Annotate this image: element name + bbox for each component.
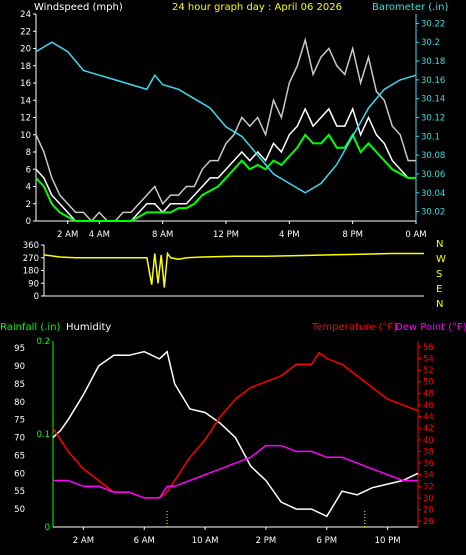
y-tick-label: 10 xyxy=(20,131,31,141)
humidity-tick-label: 50 xyxy=(14,505,25,515)
x-tick-label: 12 PM xyxy=(213,230,239,240)
direction-chart-series xyxy=(43,251,424,288)
x-tick-label: 4 PM xyxy=(279,230,300,240)
y-tick-label: 6 xyxy=(26,165,31,175)
humidity-tick-label: 95 xyxy=(14,344,25,354)
y-tick-label: 4 xyxy=(26,183,31,193)
baro-tick-label: 30.04 xyxy=(421,189,445,199)
baro-tick-label: 30.06 xyxy=(421,170,445,180)
temperature-label: Temperature (°F) xyxy=(311,322,397,333)
baro-tick-label: 30.16 xyxy=(421,76,445,86)
temp-tick-label: 42 xyxy=(423,424,434,434)
dir-tick-label: 360 xyxy=(23,241,39,251)
baro-tick-label: 30.08 xyxy=(421,151,445,161)
dewpoint-label: Dew Point (°F) xyxy=(395,322,466,333)
x-tick-label: 2 PM xyxy=(256,536,277,546)
temp-tick-label: 50 xyxy=(423,378,434,388)
humidity-tick-label: 55 xyxy=(14,487,25,497)
direction-line xyxy=(43,251,424,288)
x-tick-label: 8 AM xyxy=(152,230,173,240)
dir-tick-label: 270 xyxy=(23,254,39,264)
wind-chart-series xyxy=(35,36,417,223)
x-tick-label: 8 PM xyxy=(342,230,363,240)
y-tick-label: 12 xyxy=(20,114,31,124)
rain-tick-label: 0.1 xyxy=(36,430,50,440)
x-tick-label: 2 AM xyxy=(73,536,94,546)
temp-tick-label: 38 xyxy=(423,447,434,457)
temp-tick-label: 28 xyxy=(423,506,434,516)
compass-letter-w: W xyxy=(436,254,446,265)
baro-tick-label: 30.12 xyxy=(421,114,445,124)
barometer-label: Barometer (.in) xyxy=(372,2,448,13)
humidity-tick-label: 70 xyxy=(14,434,25,444)
humidity-line xyxy=(52,350,419,518)
baro-tick-label: 30.02 xyxy=(421,208,445,218)
x-tick-label: 10 PM xyxy=(375,536,401,546)
dir-tick-label: 180 xyxy=(23,267,39,277)
humidity-tick-label: 60 xyxy=(14,469,25,479)
temp-tick-label: 40 xyxy=(423,436,434,446)
x-tick-label: 10 AM xyxy=(192,536,219,546)
temp-tick-label: 54 xyxy=(423,354,434,364)
y-tick-label: 18 xyxy=(20,62,31,72)
temp-tick-label: 34 xyxy=(423,471,434,481)
temp-chart-series xyxy=(52,350,419,518)
x-tick-label: 6 AM xyxy=(134,536,155,546)
humidity-tick-label: 90 xyxy=(14,362,25,372)
humidity-tick-label: 85 xyxy=(14,380,25,390)
compass-letter-e: E xyxy=(436,284,442,295)
y-tick-label: 22 xyxy=(20,27,31,37)
temp-tick-label: 32 xyxy=(423,482,434,492)
compass-letter-n: N xyxy=(436,239,443,250)
temp-tick-label: 46 xyxy=(423,401,434,411)
x-tick-label: 4 AM xyxy=(89,230,110,240)
x-tick-label: 0 AM xyxy=(405,230,426,240)
dewpoint-line xyxy=(53,444,418,499)
y-tick-label: 24 xyxy=(20,10,31,20)
rain-tick-label: 0 xyxy=(45,523,50,533)
temp-tick-label: 30 xyxy=(423,494,434,504)
baro-tick-label: 30.14 xyxy=(421,95,445,105)
rain-tick-label: 0.2 xyxy=(36,337,50,347)
temp-tick-label: 36 xyxy=(423,459,434,469)
temp-tick-label: 52 xyxy=(423,366,434,376)
humidity-label: Humidity xyxy=(66,322,111,333)
temp-tick-label: 44 xyxy=(423,413,434,423)
dir-tick-label: 0 xyxy=(34,292,39,302)
rainfall-label: Rainfall (.in) xyxy=(0,322,61,333)
temp-tick-label: 48 xyxy=(423,389,434,399)
temp-tick-label: 26 xyxy=(423,517,434,527)
humidity-tick-label: 75 xyxy=(14,416,25,426)
avg-line xyxy=(35,132,416,222)
graph-title: 24 hour graph day : April 06 2026 xyxy=(172,2,342,13)
compass-letter-s: S xyxy=(436,269,442,280)
x-tick-label: 2 AM xyxy=(57,230,78,240)
baro-tick-label: 30.18 xyxy=(421,57,445,67)
direction-chart-frame: 0 90 180 270 360 xyxy=(23,241,424,302)
dir-tick-label: 90 xyxy=(28,279,39,289)
humidity-tick-label: 80 xyxy=(14,398,25,408)
y-tick-label: 16 xyxy=(20,79,31,89)
temp-tick-label: 56 xyxy=(423,343,434,353)
compass-letter-n: N xyxy=(436,299,443,310)
gust-line xyxy=(35,36,416,223)
baro-tick-label: 30.2 xyxy=(421,38,440,48)
baro-tick-label: 30.1 xyxy=(421,132,440,142)
y-tick-label: 2 xyxy=(26,200,31,210)
wind-chart-frame: 02468101214161820222430.0230.0430.0630.0… xyxy=(20,10,445,240)
y-tick-label: 8 xyxy=(26,148,31,158)
y-tick-label: 20 xyxy=(20,45,31,55)
x-tick-label: 6 PM xyxy=(316,536,337,546)
temperature-line xyxy=(52,351,419,499)
y-tick-label: 14 xyxy=(20,96,31,106)
windspeed-label: Windspeed (mph) xyxy=(34,2,123,13)
y-tick-label: 0 xyxy=(26,217,31,227)
barometer-line xyxy=(35,41,417,194)
humidity-tick-label: 65 xyxy=(14,451,25,461)
baro-tick-label: 30.22 xyxy=(421,19,445,29)
